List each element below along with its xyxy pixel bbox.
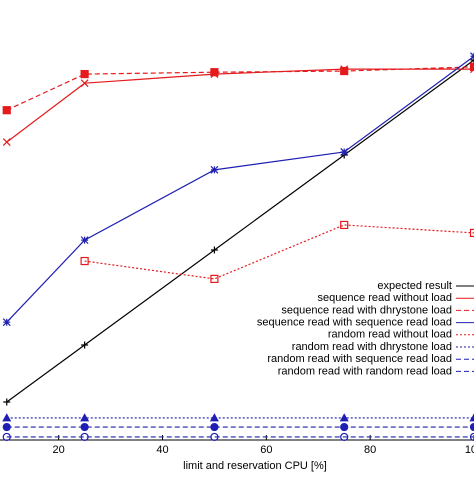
marker [3,139,10,146]
marker [211,424,218,431]
marker [471,424,474,431]
legend-label: random read without load [328,329,452,341]
legend-label: sequence read with dhrystone load [281,304,452,316]
x-tick-label: 60 [260,444,272,456]
marker [211,69,218,76]
legend-label: random read with dhrystone load [292,341,452,353]
legend-label: random read with sequence read load [267,353,452,365]
marker [341,414,348,420]
marker [471,53,474,60]
marker [81,424,88,431]
marker [341,148,348,155]
marker [341,221,348,228]
x-tick-label: 100 [465,444,474,456]
marker [81,237,88,244]
marker [211,166,218,173]
legend-label: expected result [377,280,452,292]
marker [3,424,10,431]
marker [3,319,10,326]
series-line [7,69,474,142]
x-tick-label: 40 [156,444,168,456]
marker [3,414,10,420]
marker [341,424,348,431]
marker [81,71,88,78]
series-line [85,225,474,279]
x-axis-label: limit and reservation CPU [%] [183,460,327,472]
marker [471,63,474,70]
legend-label: sequence read with sequence read load [257,317,452,329]
marker [341,68,348,75]
legend-label: sequence read without load [317,292,452,304]
legend-label: random read with random read load [278,365,452,377]
x-tick-label: 20 [53,444,65,456]
x-tick-label: 80 [364,444,376,456]
marker [3,107,10,114]
